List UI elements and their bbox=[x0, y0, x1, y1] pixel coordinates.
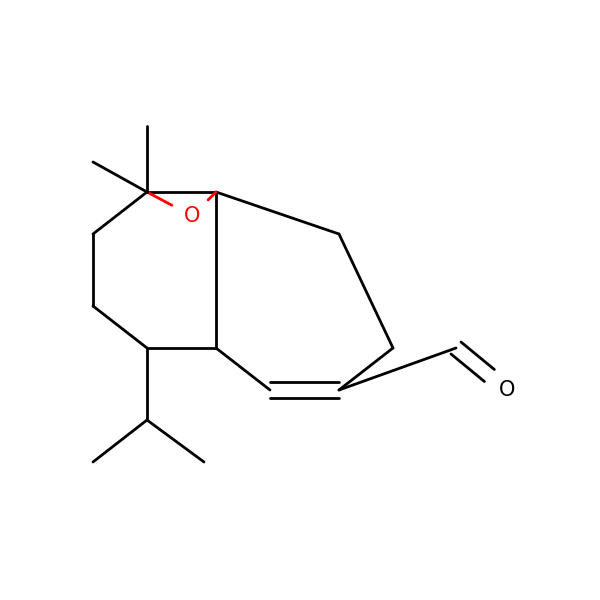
Text: O: O bbox=[184, 206, 200, 226]
Text: O: O bbox=[499, 380, 515, 400]
